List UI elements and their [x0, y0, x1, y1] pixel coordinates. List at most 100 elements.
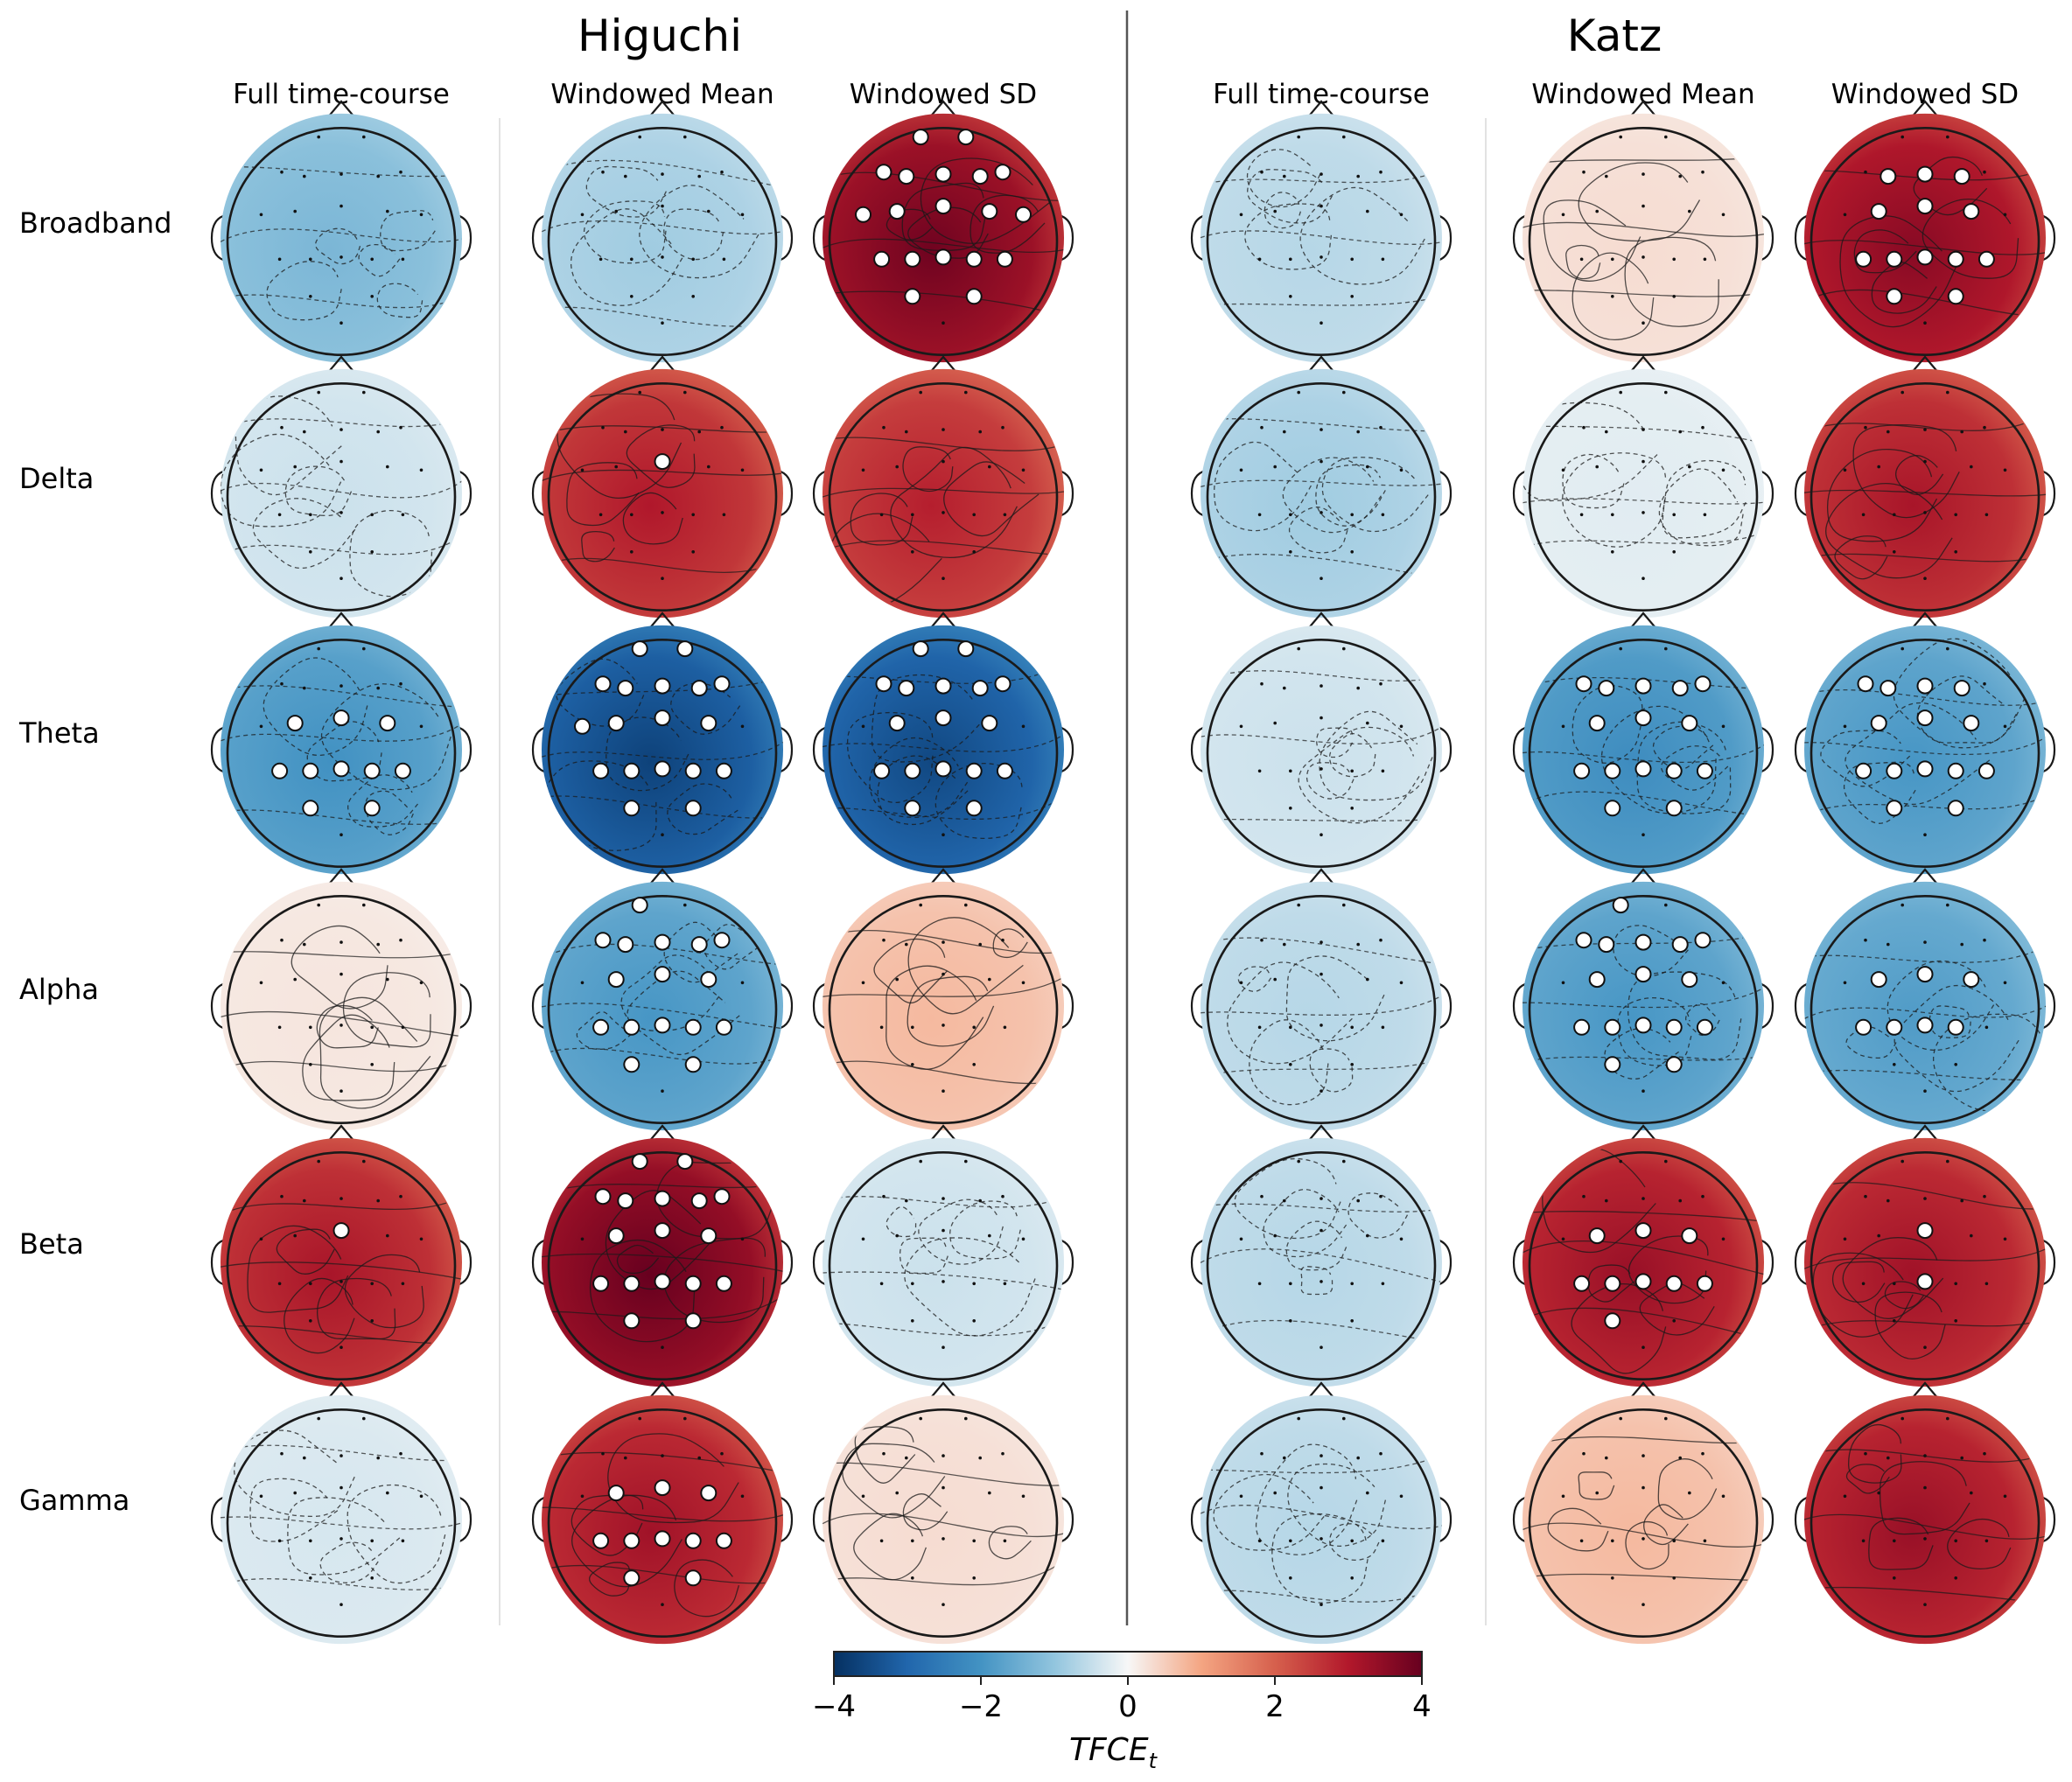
- contour-line: [663, 208, 724, 261]
- contour-line: [934, 763, 1023, 839]
- electrode: [1257, 1025, 1262, 1030]
- electrode: [1001, 1194, 1004, 1198]
- electrode: [722, 257, 726, 262]
- contour-lines: [220, 1196, 462, 1354]
- electrode: [1350, 1576, 1354, 1580]
- left-ear: [531, 1238, 548, 1287]
- right-ear: [456, 725, 472, 774]
- right-ear: [1436, 1238, 1452, 1287]
- electrode: [861, 981, 865, 985]
- left-ear: [1512, 469, 1529, 518]
- contour-lines: [542, 393, 783, 573]
- contour-line: [1522, 1307, 1764, 1340]
- contour-line: [1200, 418, 1442, 432]
- right-ear: [1436, 469, 1452, 518]
- electrode: [1399, 724, 1404, 729]
- significant-electrode: [1947, 800, 1964, 817]
- topomap-alpha-higuchi-2: [812, 868, 1074, 1131]
- electrode: [1893, 1319, 1896, 1323]
- contour-line: [542, 1003, 783, 1030]
- electrode: [386, 977, 389, 982]
- electrode: [1320, 577, 1323, 580]
- electrode: [1260, 1451, 1264, 1456]
- electrode: [303, 942, 306, 947]
- topomap-alpha-katz-1: [1512, 868, 1774, 1131]
- significant-electrode: [592, 762, 610, 779]
- electrode: [293, 209, 298, 213]
- electrode: [1320, 1345, 1323, 1349]
- right-ear: [1436, 1495, 1452, 1544]
- electrode: [978, 1456, 982, 1460]
- significant-electrode: [715, 1275, 732, 1292]
- significant-electrode: [934, 248, 952, 266]
- electrode: [942, 1228, 945, 1233]
- electrode: [740, 213, 745, 217]
- significant-electrode: [379, 715, 396, 732]
- electrode: [309, 550, 312, 554]
- contour-line: [1804, 1318, 2046, 1331]
- significant-electrode: [1634, 760, 1652, 778]
- electrode: [614, 209, 618, 213]
- right-ear: [456, 469, 472, 518]
- electrode: [882, 1194, 886, 1198]
- contour-line: [877, 755, 969, 826]
- electrode: [259, 468, 263, 472]
- significant-electrode: [654, 1017, 671, 1034]
- contour-line: [542, 795, 783, 819]
- topomap-broadband-higuchi-2: [812, 100, 1074, 363]
- electrode: [1960, 430, 1964, 434]
- row-label-beta: Beta: [19, 1227, 84, 1261]
- electrode: [1320, 1280, 1323, 1283]
- electrode: [697, 430, 701, 434]
- electrode: [1701, 1194, 1704, 1198]
- electrode: [419, 1494, 424, 1499]
- electrode: [1954, 1539, 1957, 1543]
- left-ear: [210, 725, 227, 774]
- colorbar-gradient: [833, 1651, 1423, 1677]
- significant-electrode: [994, 675, 1012, 693]
- electrode: [972, 1282, 976, 1286]
- electrode: [630, 295, 634, 298]
- topomap-field: [220, 625, 462, 875]
- electrode: [1678, 1456, 1682, 1460]
- electrode: [964, 1416, 968, 1421]
- electrode: [1886, 430, 1890, 434]
- significant-electrode: [607, 715, 625, 732]
- electrode: [1595, 209, 1599, 213]
- topomap-field: [822, 881, 1064, 1131]
- electrode: [376, 174, 381, 178]
- electrode: [1239, 213, 1243, 217]
- electrode: [919, 1159, 922, 1164]
- significant-electrode: [1978, 250, 1995, 268]
- electrode: [919, 390, 922, 395]
- significant-electrode: [875, 164, 892, 181]
- significant-electrode: [654, 1530, 671, 1548]
- electrode: [580, 1494, 584, 1499]
- electrode: [740, 468, 745, 472]
- significant-electrode: [690, 680, 708, 697]
- electrode: [1960, 1456, 1964, 1460]
- electrode: [1642, 255, 1645, 259]
- contour-line: [670, 682, 741, 735]
- electrode: [1642, 1454, 1645, 1457]
- electrode: [1970, 1491, 1973, 1495]
- electrode: [1320, 255, 1323, 259]
- electrode: [1003, 1282, 1007, 1286]
- electrode: [598, 513, 603, 517]
- electrode: [1257, 1539, 1262, 1543]
- contour-line: [380, 210, 436, 252]
- significant-electrode: [631, 897, 648, 914]
- electrode: [340, 1345, 343, 1349]
- electrode: [370, 1539, 374, 1543]
- right-ear: [456, 213, 472, 262]
- significant-electrode: [1671, 936, 1689, 954]
- significant-electrode: [1916, 1017, 1934, 1034]
- electrode: [879, 1025, 884, 1030]
- electrode: [1983, 938, 1986, 942]
- topomap-field: [1522, 881, 1764, 1131]
- contour-line: [822, 487, 1064, 498]
- contour-line: [262, 657, 368, 756]
- electrode: [1946, 390, 1950, 395]
- electrode: [942, 321, 945, 325]
- significant-electrode: [592, 1018, 610, 1036]
